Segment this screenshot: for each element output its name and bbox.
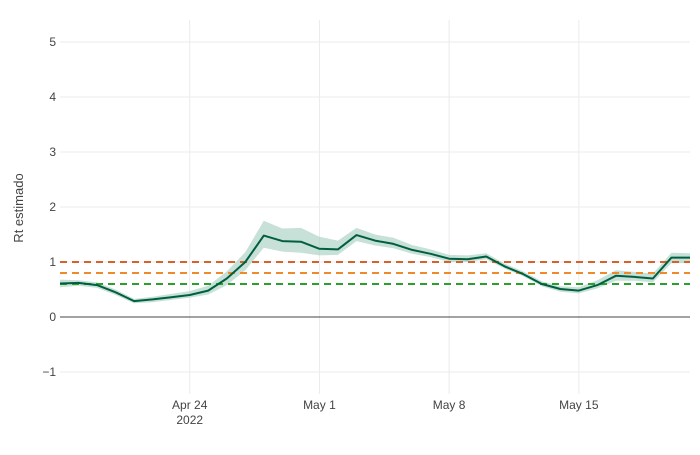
grid-layer	[60, 20, 690, 394]
line-layer	[59, 234, 690, 303]
confidence-band	[60, 220, 690, 304]
y-tick-label: 0	[49, 310, 56, 324]
y-tick-label: 2	[49, 200, 56, 214]
y-tick-labels: −1 0 1 2 3 4 5	[42, 35, 56, 379]
y-axis-title: Rt estimado	[11, 173, 26, 242]
x-tick-sublabel: 2022	[176, 413, 203, 427]
y-tick-label: 4	[49, 90, 56, 104]
x-tick-label: May 8	[433, 398, 466, 412]
y-tick-label: 5	[49, 35, 56, 49]
rt-line	[59, 234, 690, 303]
x-tick-label: Apr 24	[172, 398, 208, 412]
x-tick-label: May 15	[559, 398, 599, 412]
y-tick-label: 1	[49, 255, 56, 269]
y-tick-label: 3	[49, 145, 56, 159]
y-tick-label: −1	[42, 365, 56, 379]
threshold-lines-layer	[60, 261, 690, 285]
x-tick-label: May 1	[303, 398, 336, 412]
band-layer	[60, 220, 690, 304]
